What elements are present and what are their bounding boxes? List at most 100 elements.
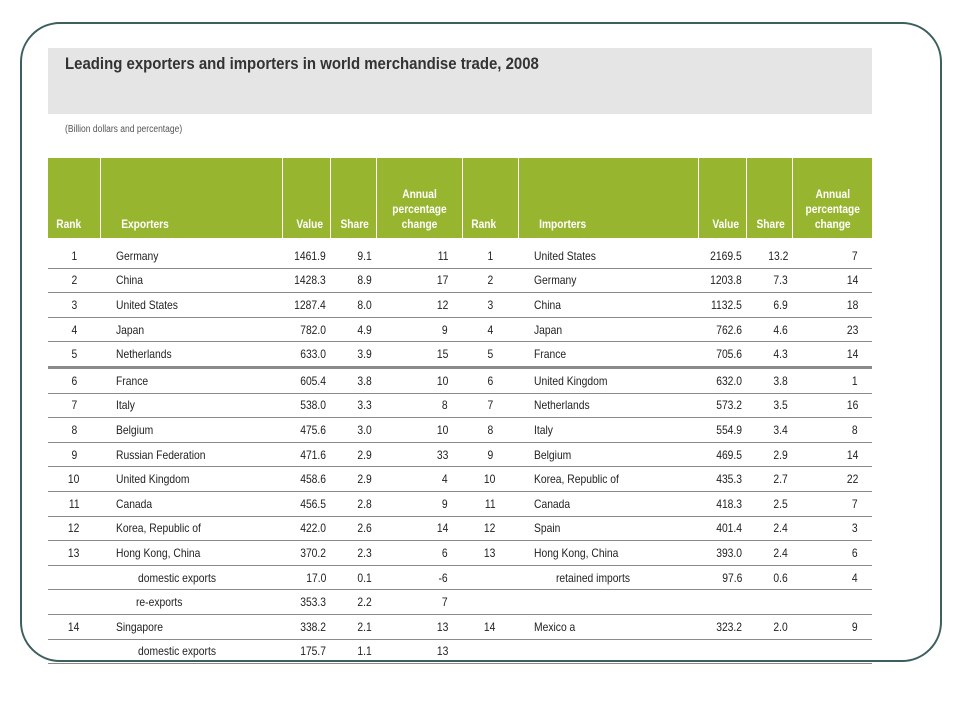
cell-text: re-exports: [136, 595, 183, 610]
import-share: [746, 639, 792, 665]
cell-text: 14: [846, 447, 858, 462]
export-rank: 7: [48, 393, 100, 419]
cell-text: 13: [484, 545, 496, 560]
cell-text: 13: [436, 644, 448, 659]
cell-text: 22: [846, 472, 858, 487]
cell-text: 17: [436, 273, 448, 288]
cell-text: 12: [484, 521, 496, 536]
export-share: 2.3: [330, 540, 376, 566]
cell-text: 11: [68, 496, 80, 511]
cell-text: 705.6: [716, 347, 742, 362]
import-rank: 8: [462, 417, 518, 443]
import-share: 3.4: [746, 417, 792, 443]
import-share: 2.7: [746, 466, 792, 492]
cell-text: Rank: [470, 217, 496, 231]
cell-text: 401.4: [716, 521, 742, 536]
export-share: 3.8: [330, 367, 376, 394]
importer-name: China: [518, 292, 698, 318]
cell-text: 9: [442, 496, 448, 511]
cell-text: 6: [71, 373, 77, 388]
cell-text: Korea, Republic of: [116, 521, 201, 536]
import-change: 14: [792, 268, 872, 294]
cell-text: 3.3: [357, 398, 372, 413]
cell-text: China: [534, 297, 561, 312]
cell-text: 422.0: [300, 521, 326, 536]
import-change: 14: [792, 442, 872, 468]
import-value: 632.0: [698, 367, 746, 394]
cell-text: Share: [756, 217, 785, 231]
import-rank: [462, 565, 518, 591]
col-header-exporters: Exporters: [100, 158, 283, 238]
export-change: 6: [376, 540, 462, 566]
export-rank: 1: [48, 238, 100, 269]
cell-text: 4: [487, 322, 493, 337]
import-change: 3: [792, 516, 872, 542]
import-change: 18: [792, 292, 872, 318]
cell-text: United Kingdom: [534, 373, 608, 388]
importer-name: Hong Kong, China: [518, 540, 698, 566]
cell-text: 9: [487, 447, 493, 462]
export-value: 17.0: [282, 565, 330, 591]
cell-text: 471.6: [300, 447, 326, 462]
cell-text: Annual percentage change: [805, 187, 860, 231]
importer-name: retained imports: [518, 565, 698, 591]
import-rank: 3: [462, 292, 518, 318]
col-header-import-change: Annual percentage change: [792, 158, 872, 238]
importer-name: Korea, Republic of: [518, 466, 698, 492]
cell-text: 2.9: [357, 472, 372, 487]
cell-text: 6: [852, 545, 858, 560]
cell-text: 2: [487, 273, 493, 288]
export-value: 458.6: [282, 466, 330, 492]
cell-text: 14: [436, 521, 448, 536]
cell-text: 3.5: [773, 398, 788, 413]
cell-text: 458.6: [300, 472, 326, 487]
import-rank: 7: [462, 393, 518, 419]
exporter-name: France: [100, 367, 282, 394]
cell-text: 2.4: [773, 545, 788, 560]
table-row: 4 Japan 782.0 4.9 9 4 Japan 762.6 4.6 23: [48, 317, 872, 343]
import-value: 1132.5: [698, 292, 746, 318]
col-header-import-value: Value: [698, 158, 747, 238]
export-share: 2.2: [330, 589, 376, 615]
cell-text: 4: [852, 570, 858, 585]
cell-text: 13: [436, 619, 448, 634]
cell-text: 7: [852, 496, 858, 511]
table-row: 14 Singapore 338.2 2.1 13 14 Mexico a 32…: [48, 614, 872, 640]
cell-text: 8: [487, 422, 493, 437]
cell-text: Germany: [116, 248, 159, 263]
export-rank: 3: [48, 292, 100, 318]
export-rank: 6: [48, 367, 100, 394]
import-value: [698, 589, 746, 615]
exporter-name: domestic exports: [100, 565, 282, 591]
export-rank: [48, 565, 100, 591]
cell-text: 3.4: [773, 422, 788, 437]
cell-text: 8: [852, 422, 858, 437]
table-row: 8 Belgium 475.6 3.0 10 8 Italy 554.9 3.4…: [48, 417, 872, 443]
cell-text: 353.3: [300, 595, 326, 610]
cell-text: 4: [71, 322, 77, 337]
import-change: 22: [792, 466, 872, 492]
table-row: 12 Korea, Republic of 422.0 2.6 14 12 Sp…: [48, 516, 872, 542]
import-rank: 5: [462, 341, 518, 369]
cell-text: United States: [116, 297, 178, 312]
export-share: 2.1: [330, 614, 376, 640]
table-row: domestic exports 175.7 1.1 13: [48, 639, 872, 665]
export-rank: 13: [48, 540, 100, 566]
import-rank: 10: [462, 466, 518, 492]
cell-text: 10: [484, 472, 496, 487]
import-value: 418.3: [698, 491, 746, 517]
cell-text: 762.6: [716, 322, 742, 337]
cell-text: -6: [438, 570, 448, 585]
import-share: 2.9: [746, 442, 792, 468]
cell-text: 14: [846, 273, 858, 288]
export-change: 17: [376, 268, 462, 294]
table-row: 6 France 605.4 3.8 10 6 United Kingdom 6…: [48, 367, 872, 394]
export-rank: 10: [48, 466, 100, 492]
import-value: 573.2: [698, 393, 746, 419]
export-rank: 14: [48, 614, 100, 640]
export-share: 9.1: [330, 238, 376, 269]
units-note: (Billion dollars and percentage): [65, 124, 183, 135]
export-change: 12: [376, 292, 462, 318]
table-row: 13 Hong Kong, China 370.2 2.3 6 13 Hong …: [48, 540, 872, 566]
cell-text: 1428.3: [294, 273, 326, 288]
